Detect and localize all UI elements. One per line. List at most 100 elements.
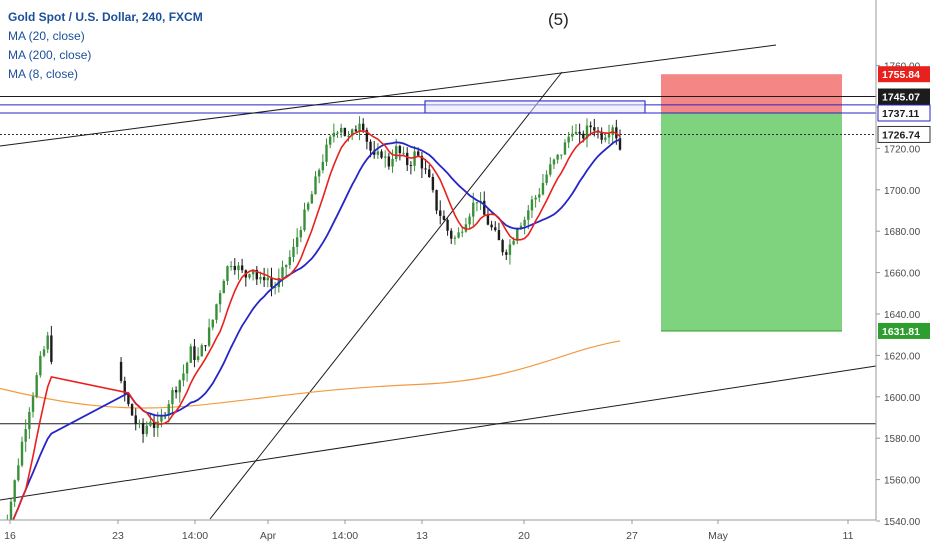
candle-body xyxy=(402,152,405,154)
x-tick-label: 14:00 xyxy=(332,530,358,542)
chart-title[interactable]: Gold Spot / U.S. Dollar, 240, FXCM xyxy=(8,10,203,24)
candle-body xyxy=(376,151,380,155)
price-label: 1726.74 xyxy=(882,129,920,141)
candle-body xyxy=(196,356,200,361)
y-tick-label: 1680.00 xyxy=(884,227,921,238)
candle-body xyxy=(299,230,303,238)
candle-body xyxy=(461,231,464,233)
candle-body xyxy=(17,465,20,481)
y-tick-label: 1620.00 xyxy=(884,351,921,362)
candle-body xyxy=(248,274,251,278)
candle-body xyxy=(413,151,416,166)
candle-body xyxy=(141,422,145,435)
y-tick-label: 1560.00 xyxy=(884,476,921,487)
candle-body xyxy=(200,345,203,357)
y-tick-label: 1640.00 xyxy=(884,310,921,321)
candle-body xyxy=(13,480,16,502)
candle-body xyxy=(317,170,321,177)
candle-body xyxy=(618,138,622,150)
price-label-bg xyxy=(878,322,930,339)
candle-body xyxy=(424,168,427,170)
wave-5-label: (5) xyxy=(548,10,569,29)
candle-body xyxy=(563,142,567,155)
wave5-box[interactable] xyxy=(424,100,646,114)
candle-body xyxy=(167,404,170,416)
candle-body xyxy=(310,194,314,204)
candle-body xyxy=(193,346,196,361)
candle-body xyxy=(134,415,137,424)
candle-body xyxy=(585,125,589,139)
candle-body xyxy=(409,165,413,167)
candle-body xyxy=(552,159,556,165)
candle-body xyxy=(160,415,163,422)
ma200-line xyxy=(0,340,621,409)
candle-body xyxy=(127,393,130,405)
position-zones xyxy=(661,74,842,332)
candle-body xyxy=(50,335,53,362)
candle-body xyxy=(530,199,534,211)
candle-body xyxy=(589,125,592,128)
candle-body xyxy=(336,132,339,134)
candle-body xyxy=(519,225,523,229)
candle-body xyxy=(475,202,479,204)
ma-lines xyxy=(6,130,621,534)
indicator-ma20[interactable]: MA (20, close) xyxy=(8,29,85,43)
candle-body xyxy=(259,277,262,280)
candle-body xyxy=(295,237,299,247)
candle-body xyxy=(472,202,475,217)
candle-body xyxy=(211,319,214,328)
price-label: 1631.81 xyxy=(882,326,920,338)
candle-body xyxy=(207,327,211,346)
candle-body xyxy=(534,197,537,200)
candle-body xyxy=(145,425,148,435)
time-axis-background xyxy=(0,520,876,550)
candle-body xyxy=(204,345,207,347)
candle-body xyxy=(9,501,13,524)
candle-body xyxy=(119,361,123,381)
candle-body xyxy=(527,210,530,220)
candle-body xyxy=(255,269,259,280)
x-tick-label: 13 xyxy=(416,530,428,542)
candle-body xyxy=(593,127,596,131)
x-tick-label: 20 xyxy=(518,530,530,542)
candle-body xyxy=(450,230,453,239)
candle-body xyxy=(600,131,603,140)
candle-body xyxy=(185,362,189,374)
candle-body xyxy=(571,133,574,137)
candle-body xyxy=(288,256,292,266)
candle-body xyxy=(262,277,266,281)
candle-body xyxy=(240,265,244,271)
candle-body xyxy=(354,129,358,132)
candle-body xyxy=(273,287,277,289)
chart-legend: Gold Spot / U.S. Dollar, 240, FXCM MA (2… xyxy=(8,8,203,84)
candle-body xyxy=(339,127,343,133)
candle-body xyxy=(373,150,376,155)
x-tick-label: 14:00 xyxy=(182,530,208,542)
candle-body xyxy=(494,227,497,231)
candle-body xyxy=(398,146,402,154)
price-label-bg xyxy=(877,104,931,122)
candle-body xyxy=(35,375,38,397)
trend-line-0 xyxy=(0,44,777,147)
candle-body xyxy=(431,177,435,191)
candle-body xyxy=(486,214,490,225)
candle-body xyxy=(380,151,383,158)
candle-body xyxy=(303,209,306,231)
candle-body xyxy=(361,123,365,131)
x-tick-label: May xyxy=(708,530,729,542)
candle-body xyxy=(292,246,295,257)
indicator-ma8[interactable]: MA (8, close) xyxy=(8,67,79,81)
time-axis[interactable]: 16 23 14:00 Apr 14:00 13 20 27 May 11 xyxy=(0,519,876,550)
x-tick-label: 11 xyxy=(843,530,854,542)
y-tick-label: 1660.00 xyxy=(884,269,921,280)
candle-body xyxy=(358,123,361,132)
candle-body xyxy=(538,194,541,198)
price-axis[interactable]: 1540.00 1560.00 1580.00 1600.00 1620.00 1640.… xyxy=(875,0,932,550)
candle-body xyxy=(549,164,552,175)
candle-body xyxy=(464,224,468,232)
indicator-ma200[interactable]: MA (200, close) xyxy=(8,48,92,62)
candle-body xyxy=(215,304,218,320)
candle-body xyxy=(391,159,394,167)
candle-body xyxy=(226,266,229,281)
